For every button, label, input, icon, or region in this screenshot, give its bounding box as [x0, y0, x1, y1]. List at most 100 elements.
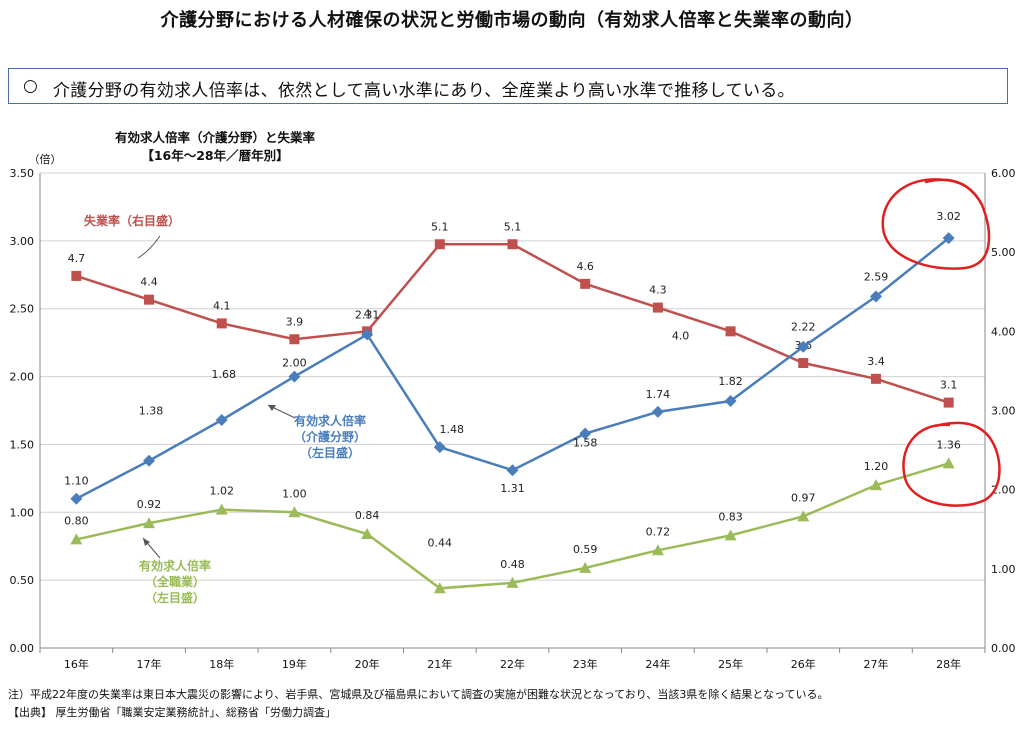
data-label: 2.22 [791, 321, 816, 334]
legend-label-care: （左目盛） [300, 445, 360, 460]
data-point-triangle [579, 561, 592, 573]
x-tick-label: 27年 [863, 657, 888, 671]
x-tick-label: 17年 [137, 657, 162, 671]
x-tick-label: 21年 [427, 657, 452, 671]
y-tick-label-right: 3.00 [991, 405, 1016, 418]
legend-label-all: 有効求人倍率 [139, 558, 211, 573]
legend-label-unemployment: 失業率（右目盛） [84, 213, 180, 228]
y-tick-label-right: 1.00 [991, 563, 1016, 576]
y-tick-label-left: 1.50 [10, 438, 35, 451]
data-label: 0.84 [355, 509, 380, 522]
data-point-square [434, 239, 445, 250]
data-point-triangle [433, 582, 446, 594]
data-point-square [216, 318, 227, 329]
data-label: 0.80 [64, 514, 89, 527]
y-tick-label-left: 2.50 [10, 303, 35, 316]
y-tick-label-left: 1.00 [10, 506, 35, 519]
chart-subtitle: 【16年～28年／暦年別】 [141, 148, 289, 163]
data-label: 0.48 [500, 558, 525, 571]
x-tick-label: 20年 [355, 657, 380, 671]
data-label: 2.59 [864, 271, 889, 284]
data-point-square [580, 278, 591, 289]
data-label: 1.36 [936, 438, 961, 451]
x-tick-label: 18年 [209, 657, 234, 671]
data-label: 0.83 [718, 510, 743, 523]
data-point-diamond [215, 414, 228, 426]
arrow-head-icon [143, 538, 150, 546]
data-label: 2.31 [355, 309, 380, 322]
x-tick-label: 25年 [718, 657, 743, 671]
data-point-square [289, 334, 300, 345]
series-line-1 [75, 237, 950, 500]
data-point-triangle [361, 528, 374, 539]
footnote-source: 【出典】 厚生労働省「職業安定業務統計」、総務省「労働力調査」 [8, 706, 336, 719]
data-point-diamond [143, 454, 156, 467]
data-point-square [798, 358, 809, 368]
data-label: 4.4 [140, 276, 158, 289]
data-label: 4.0 [672, 329, 690, 342]
data-label: 0.72 [646, 525, 671, 538]
left-axis-unit: （倍） [29, 152, 62, 166]
data-label: 5.1 [431, 220, 449, 233]
data-label: 5.1 [504, 220, 522, 233]
data-point-diamond [288, 370, 301, 383]
data-label: 0.97 [791, 491, 816, 504]
x-tick-label: 26年 [791, 657, 816, 671]
y-tick-label-right: 6.00 [991, 167, 1016, 180]
data-label: 1.10 [64, 475, 89, 488]
data-point-triangle [942, 457, 955, 469]
data-point-diamond [651, 405, 664, 418]
data-point-triangle [506, 576, 519, 588]
data-point-triangle [797, 510, 810, 522]
annotation-circle-care [881, 178, 991, 270]
data-label: 1.48 [440, 423, 465, 436]
data-label: 4.7 [68, 252, 86, 265]
data-point-triangle [70, 533, 83, 545]
data-label: 0.59 [573, 543, 598, 556]
data-point-triangle [288, 506, 301, 518]
y-tick-label-right: 4.00 [991, 325, 1016, 338]
data-label: 3.1 [940, 379, 958, 392]
data-point-triangle [215, 503, 228, 515]
data-point-diamond [433, 441, 446, 454]
data-label: 1.31 [500, 482, 525, 495]
data-label: 2.00 [282, 357, 307, 370]
data-label: 1.20 [864, 460, 889, 473]
legend-arrow-unemployment [137, 235, 161, 259]
y-tick-label-left: 3.00 [10, 235, 35, 248]
data-label: 1.74 [646, 388, 671, 401]
data-label: 1.68 [211, 368, 236, 381]
x-tick-label: 19年 [282, 657, 307, 671]
x-tick-label: 24年 [645, 657, 670, 671]
data-point-square [870, 373, 881, 384]
data-label: 0.92 [137, 498, 162, 511]
data-point-diamond [361, 328, 374, 341]
data-point-triangle [869, 479, 882, 491]
y-tick-label-left: 3.50 [10, 167, 35, 180]
legend-label-all: （左目盛） [145, 590, 205, 605]
x-tick-label: 16年 [64, 657, 89, 671]
x-tick-label: 22年 [500, 657, 525, 671]
data-point-triangle [651, 544, 664, 556]
data-label: 3.02 [936, 210, 961, 223]
annotation-circle-all [902, 421, 1001, 507]
data-point-square [144, 294, 155, 305]
data-point-diamond [942, 232, 955, 245]
y-tick-label-left: 2.00 [10, 371, 35, 384]
data-label: 1.82 [718, 375, 743, 388]
y-tick-label-left: 0.50 [10, 574, 35, 587]
summary-box: ○ 介護分野の有効求人倍率は、依然として高い水準にあり、全産業より高い水準で推移… [8, 68, 1008, 104]
data-label: 4.6 [576, 260, 594, 273]
data-point-square [725, 326, 736, 337]
data-point-square [507, 239, 518, 250]
legend-label-all: （全職業） [145, 574, 205, 589]
y-tick-label-left: 0.00 [10, 642, 35, 655]
data-point-square [71, 270, 82, 281]
data-point-square [652, 302, 663, 313]
data-label: 1.38 [139, 405, 164, 418]
footnote-note: 注）平成22年度の失業率は東日本大震災の影響により、岩手県、宮城県及び福島県にお… [8, 688, 829, 701]
data-point-diamond [506, 464, 519, 477]
data-label: 0.44 [428, 536, 453, 549]
data-label: 4.1 [213, 299, 231, 312]
